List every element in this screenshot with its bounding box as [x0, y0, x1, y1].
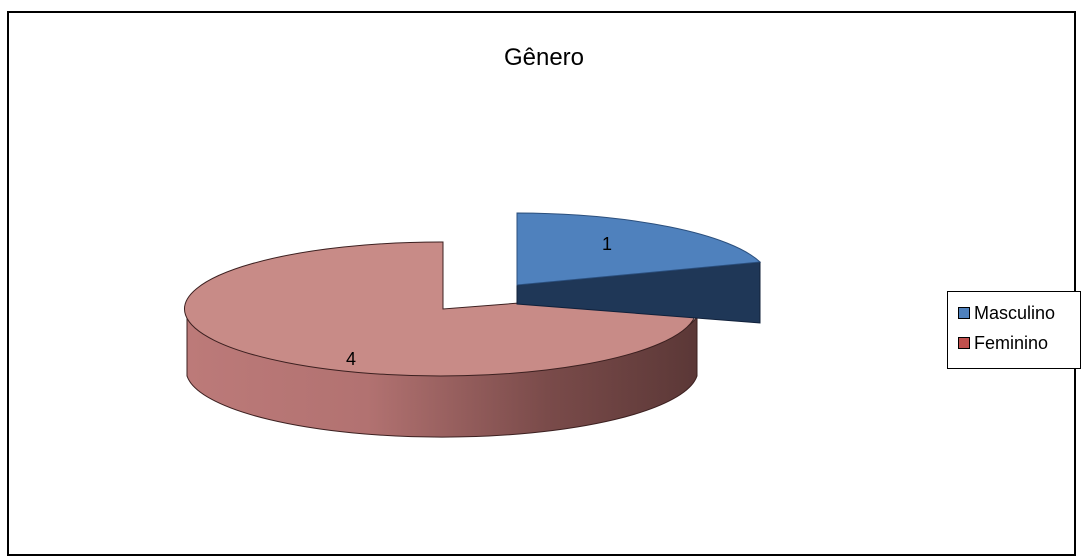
slice-masculino-top	[516, 212, 762, 286]
legend-item-feminino: Feminino	[958, 328, 1080, 358]
legend-swatch-feminino	[958, 337, 970, 349]
slice-feminino-top	[184, 241, 697, 377]
legend: Masculino Feminino	[947, 291, 1081, 369]
chart-title: Gênero	[503, 44, 585, 71]
slice-masculino	[516, 212, 762, 324]
data-label-feminino: 4	[346, 349, 356, 369]
data-label-masculino: 1	[602, 234, 612, 254]
legend-label-feminino: Feminino	[974, 332, 1049, 353]
legend-label-masculino: Masculino	[974, 302, 1056, 323]
legend-item-masculino: Masculino	[958, 298, 1080, 328]
legend-swatch-masculino	[958, 307, 970, 319]
